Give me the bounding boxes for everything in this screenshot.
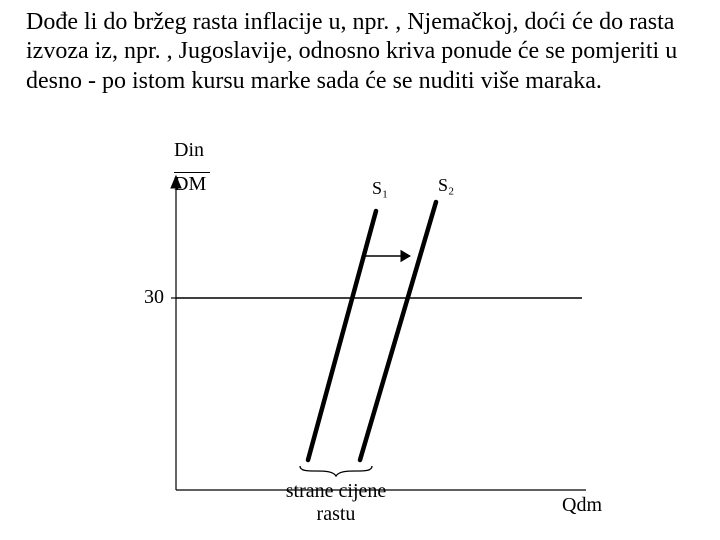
y-axis-denominator: DM xyxy=(174,173,206,195)
brace-line1: strane cijene xyxy=(286,480,387,502)
brace-caption: strane cijene rastu xyxy=(266,480,406,526)
y-axis-label: Din DM xyxy=(174,142,210,193)
series-label-s1: S₁ xyxy=(372,178,388,199)
page-root: Dođe li do bržeg rasta inflacije u, npr.… xyxy=(0,0,720,540)
series-label-s2: S₂ xyxy=(438,175,454,196)
chart-svg xyxy=(128,150,628,530)
y-tick-30: 30 xyxy=(144,286,164,309)
brace-line2: rastu xyxy=(317,503,356,525)
intro-paragraph: Dođe li do bržeg rasta inflacije u, npr.… xyxy=(26,8,686,96)
x-axis-label: Qdm xyxy=(562,494,602,517)
supply-shift-chart: Din DM 30 S₁ S₂ strane cijene rastu Qdm xyxy=(128,150,628,530)
y-axis-numerator: Din xyxy=(174,139,204,161)
